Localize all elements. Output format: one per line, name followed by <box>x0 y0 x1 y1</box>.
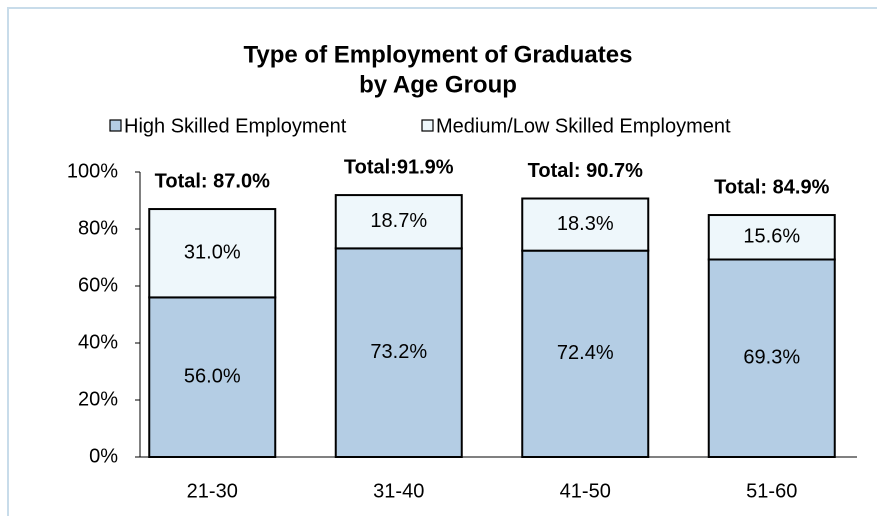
y-tick-label: 80% <box>78 217 118 239</box>
bar-segment <box>148 208 277 299</box>
legend-swatch <box>421 119 434 132</box>
data-label: 73.2% <box>370 341 427 363</box>
data-label: 18.3% <box>557 213 614 235</box>
legend-swatch <box>109 119 122 132</box>
frame <box>7 7 877 516</box>
total-label: Total:91.9% <box>344 156 454 178</box>
total-label: Total: 84.9% <box>714 176 829 198</box>
y-tick-label: 20% <box>78 388 118 410</box>
bar-segment <box>521 197 650 252</box>
legend-label: Medium/Low Skilled Employment <box>436 115 731 137</box>
total-label: Total: 87.0% <box>155 170 270 192</box>
data-label: 31.0% <box>184 242 241 264</box>
data-label: 15.6% <box>743 226 800 248</box>
x-tick-label: 21-30 <box>187 480 238 502</box>
x-tick-label: 41-50 <box>560 480 611 502</box>
bar-segment <box>707 214 836 261</box>
bar-segment <box>521 249 650 458</box>
y-tick-label: 40% <box>78 331 118 353</box>
x-tick-label: 31-40 <box>373 480 424 502</box>
y-tick-label: 60% <box>78 274 118 296</box>
bar-segment <box>334 194 463 250</box>
data-label: 18.7% <box>370 210 427 232</box>
chart-title: by Age Group <box>359 71 517 98</box>
bar-segment <box>707 258 836 458</box>
bar-segment <box>334 247 463 458</box>
chart-title: Type of Employment of Graduates <box>244 41 633 68</box>
data-label: 72.4% <box>557 342 614 364</box>
y-tick-label: 0% <box>89 445 118 467</box>
data-label: 56.0% <box>184 365 241 387</box>
total-label: Total: 90.7% <box>528 160 643 182</box>
data-label: 69.3% <box>743 347 800 369</box>
x-tick-label: 51-60 <box>746 480 797 502</box>
legend-label: High Skilled Employment <box>124 115 347 137</box>
y-tick-label: 100% <box>67 160 118 182</box>
